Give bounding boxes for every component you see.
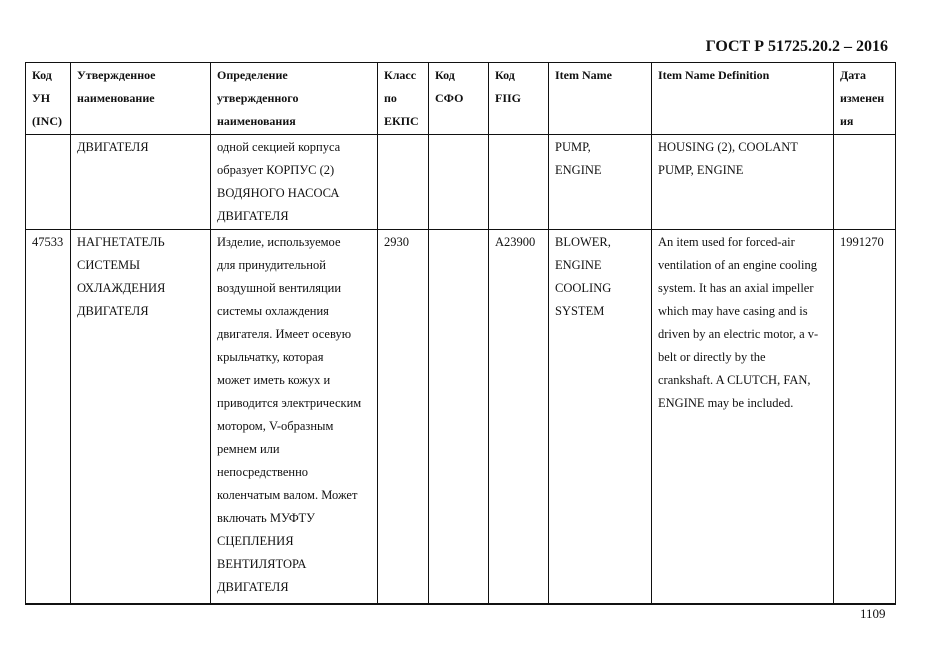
cell-change-date bbox=[833, 134, 896, 230]
cell-inc-code bbox=[25, 134, 71, 230]
document-title: ГОСТ Р 51725.20.2 – 2016 bbox=[705, 38, 888, 55]
cell-approved-name: ДВИГАТЕЛЯ bbox=[70, 134, 211, 230]
cell-name-definition: одной секцией корпуса образует КОРПУС (2… bbox=[210, 134, 378, 230]
header-item-name: Item Name bbox=[548, 62, 652, 135]
cell-fiig-code bbox=[488, 134, 549, 230]
cell-sfo-code bbox=[428, 229, 489, 605]
page-number: 1109 bbox=[860, 606, 886, 621]
table-row: ДВИГАТЕЛЯ одной секцией корпуса образует… bbox=[25, 134, 896, 230]
cell-name-definition: Изделие, используемое для принудительной… bbox=[210, 229, 378, 605]
table-header-row: Код УН (INC) Утвержденное наименование О… bbox=[25, 62, 896, 135]
cell-sfo-code bbox=[428, 134, 489, 230]
cell-item-name-definition: HOUSING (2), COOLANT PUMP, ENGINE bbox=[651, 134, 834, 230]
cell-ekps-class bbox=[377, 134, 429, 230]
header-inc-code: Код УН (INC) bbox=[25, 62, 71, 135]
table-row: 47533 НАГНЕТАТЕЛЬ СИСТЕМЫ ОХЛАЖДЕНИЯ ДВИ… bbox=[25, 229, 896, 605]
cell-item-name: PUMP, ENGINE bbox=[548, 134, 652, 230]
cell-change-date: 1991270 bbox=[833, 229, 896, 605]
header-name-definition: Определение утвержденного наименования bbox=[210, 62, 378, 135]
header-ekps-class: Класс по ЕКПС bbox=[377, 62, 429, 135]
cell-item-name-definition: An item used for forced-air ventilation … bbox=[651, 229, 834, 605]
header-change-date: Дата изменен ия bbox=[833, 62, 896, 135]
header-sfo-code: Код СФО bbox=[428, 62, 489, 135]
cell-fiig-code: A23900 bbox=[488, 229, 549, 605]
cell-ekps-class: 2930 bbox=[377, 229, 429, 605]
header-fiig-code: Код FIIG bbox=[488, 62, 549, 135]
cell-approved-name: НАГНЕТАТЕЛЬ СИСТЕМЫ ОХЛАЖДЕНИЯ ДВИГАТЕЛЯ bbox=[70, 229, 211, 605]
header-item-name-definition: Item Name Definition bbox=[651, 62, 834, 135]
header-approved-name: Утвержденное наименование bbox=[70, 62, 211, 135]
item-names-table: Код УН (INC) Утвержденное наименование О… bbox=[25, 62, 896, 605]
cell-inc-code: 47533 bbox=[25, 229, 71, 605]
cell-item-name: BLOWER, ENGINE COOLING SYSTEM bbox=[548, 229, 652, 605]
